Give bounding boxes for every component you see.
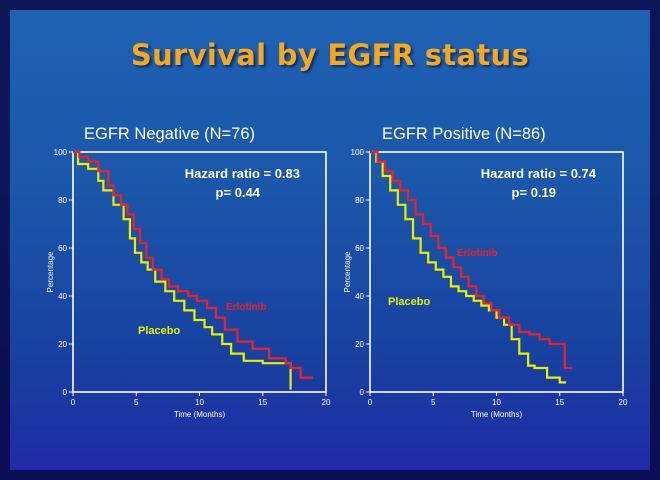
y-tick-label: 80: [58, 196, 67, 205]
x-axis-label: Time (Months): [174, 410, 226, 419]
x-tick-label: 10: [195, 398, 204, 407]
series-label-erlotinib: Erlotinib: [457, 248, 498, 259]
plot-frame-egfr-negative: [72, 151, 327, 393]
x-tick-label: 0: [71, 398, 76, 407]
x-tick-label: 10: [492, 398, 501, 407]
y-tick-label: 20: [58, 340, 67, 349]
y-tick-label: 0: [360, 388, 365, 397]
y-tick-label: 100: [54, 148, 68, 157]
y-tick-label: 0: [63, 388, 68, 397]
x-tick-label: 15: [555, 398, 564, 407]
x-tick-label: 20: [322, 398, 331, 407]
p-value-annotation: p= 0.19: [512, 185, 556, 200]
x-tick-label: 15: [258, 398, 267, 407]
km-curve-placebo-egfr-negative: [73, 150, 292, 390]
y-tick-label: 40: [58, 292, 67, 301]
plot-frame-egfr-positive: [369, 151, 624, 393]
x-tick-label: 20: [619, 398, 628, 407]
y-tick-label: 40: [355, 292, 364, 301]
chart-title-egfr-negative: EGFR Negative (N=76): [84, 125, 256, 143]
y-axis-label: Percentage: [343, 251, 352, 292]
km-curve-erlotinib-egfr-negative: [73, 150, 314, 379]
x-tick-label: 5: [431, 398, 436, 407]
x-tick-label: 5: [134, 398, 139, 407]
series-label-erlotinib: Erlotinib: [226, 302, 267, 313]
series-label-placebo: Placebo: [388, 296, 430, 308]
y-tick-label: 60: [58, 244, 67, 253]
y-tick-label: 20: [355, 340, 364, 349]
x-axis-label: Time (Months): [471, 410, 523, 419]
y-axis-label: Percentage: [46, 251, 55, 292]
series-label-placebo: Placebo: [138, 325, 180, 337]
chart-title-egfr-positive: EGFR Positive (N=86): [382, 125, 546, 143]
y-tick-label: 80: [355, 196, 364, 205]
p-value-annotation: p= 0.44: [216, 185, 261, 200]
y-tick-label: 100: [351, 148, 365, 157]
slide-title: Survival by EGFR status: [130, 38, 530, 72]
hazard-ratio-annotation: Hazard ratio = 0.83: [185, 166, 300, 181]
x-tick-label: 0: [368, 398, 373, 407]
km-curve-erlotinib-egfr-positive: [370, 150, 573, 370]
km-curve-placebo-egfr-positive: [370, 150, 567, 384]
y-tick-label: 60: [355, 244, 364, 253]
hazard-ratio-annotation: Hazard ratio = 0.74: [481, 166, 597, 181]
